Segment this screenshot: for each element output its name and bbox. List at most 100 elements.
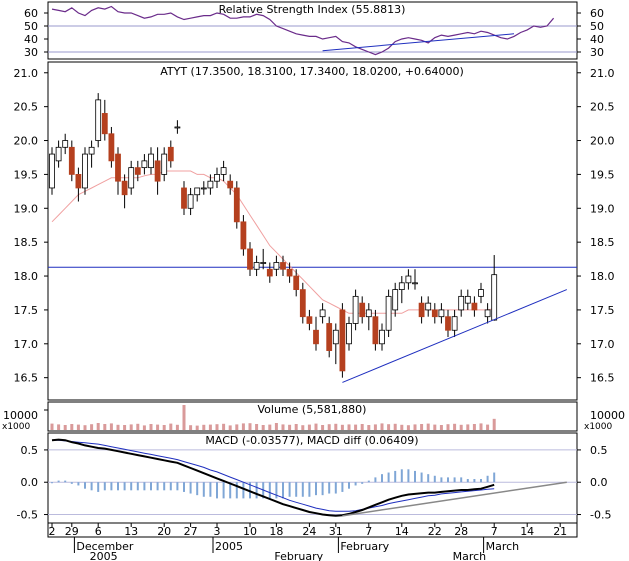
macd-tick-left: 0.5 <box>21 444 39 457</box>
date-tick-label: 6 <box>95 525 102 538</box>
volume-bar <box>406 425 410 430</box>
volume-bar <box>466 424 470 430</box>
macd-histogram-bar <box>117 482 119 491</box>
macd-histogram-bar <box>367 480 370 483</box>
rsi-tick-right: 60 <box>590 7 604 20</box>
sub-month-label: February <box>274 550 323 561</box>
macd-histogram-bar <box>328 482 331 494</box>
macd-tick-right: 0.5 <box>590 444 608 457</box>
candle-body <box>299 289 306 318</box>
candle-body <box>326 323 333 351</box>
candle-body <box>154 160 161 182</box>
volume-bar <box>241 423 245 430</box>
date-tick-label: 31 <box>329 525 343 538</box>
price-title: ATYT (17.3500, 18.3100, 17.3400, 18.0200… <box>160 65 464 78</box>
price-tick-left: 20.0 <box>14 135 39 148</box>
volume-bar <box>340 424 344 430</box>
volume-bar <box>479 423 483 430</box>
volume-bar <box>354 424 358 430</box>
candle-body <box>214 174 220 182</box>
volume-bar <box>413 424 417 430</box>
date-tick-label: 29 <box>65 525 79 538</box>
macd-histogram-bar <box>315 482 317 496</box>
candle-body <box>471 302 478 311</box>
rsi-tick-left: 60 <box>24 7 38 20</box>
volume-bar <box>294 424 298 430</box>
macd-histogram-bar <box>321 482 324 496</box>
volume-bar <box>387 424 391 430</box>
macd-histogram-bar <box>394 470 397 483</box>
candle-body <box>319 309 326 318</box>
volume-bar <box>208 424 212 430</box>
macd-tick-left: -0.5 <box>17 509 38 522</box>
price-tick-right: 19.5 <box>590 168 615 181</box>
candle-body <box>352 295 359 324</box>
rsi-tick-left: 30 <box>24 46 38 59</box>
candle-body <box>134 167 141 175</box>
volume-bar <box>70 424 74 430</box>
volume-tick-right: 10000 <box>590 409 625 422</box>
volume-bar <box>334 423 338 430</box>
date-tick-label: 27 <box>184 525 198 538</box>
macd-histogram-bar <box>473 479 476 483</box>
macd-tick-right: 0.0 <box>590 476 608 489</box>
date-tick-label: 7 <box>491 525 498 538</box>
candle-body <box>273 262 280 270</box>
macd-histogram-bar <box>216 482 218 499</box>
volume-bar <box>90 424 94 430</box>
volume-bar <box>453 423 457 430</box>
date-tick-label: 10 <box>243 525 257 538</box>
candle-body <box>121 180 128 196</box>
volume-bar <box>486 424 490 430</box>
candle-body <box>68 146 75 175</box>
date-tick-label: 14 <box>395 525 409 538</box>
month-label: March <box>486 540 520 553</box>
candle-body <box>484 309 491 318</box>
macd-histogram-bar <box>308 482 311 497</box>
macd-layer: 0.5 0.5 0.0 0.0 -0.5 -0.5 <box>17 438 611 522</box>
date-tick-label: 22 <box>428 525 442 538</box>
macd-histogram-bar <box>202 482 205 497</box>
candle-body <box>313 329 319 345</box>
candle-body <box>339 309 346 372</box>
volume-bar <box>314 423 318 430</box>
macd-histogram-bar <box>143 482 146 491</box>
date-tick-label: 14 <box>520 525 534 538</box>
volume-layer <box>44 405 496 430</box>
volume-bar <box>268 424 272 430</box>
macd-histogram-bar <box>242 482 245 499</box>
candle-body <box>181 187 187 209</box>
volume-bar <box>281 424 285 430</box>
macd-histogram-bar <box>169 482 172 491</box>
macd-histogram-bar <box>70 482 73 484</box>
price-tick-left: 18.0 <box>14 270 39 283</box>
macd-histogram-bar <box>361 482 364 484</box>
candle-body <box>438 309 445 318</box>
candle-body <box>247 248 253 270</box>
candle-body <box>464 295 471 304</box>
volume-bar <box>235 424 239 430</box>
macd-histogram-bar <box>427 474 430 483</box>
macd-histogram-bar <box>136 482 139 491</box>
candle-body <box>359 302 366 318</box>
macd-histogram-bar <box>235 482 238 499</box>
candle-body <box>431 309 438 318</box>
candle-body <box>75 174 82 189</box>
rsi-panel <box>47 1 578 60</box>
volume-bar <box>156 424 160 430</box>
macd-histogram-bar <box>57 480 60 483</box>
candle-body <box>101 113 108 135</box>
volume-bar <box>57 424 61 430</box>
macd-histogram-bar <box>480 479 482 483</box>
macd-histogram-bar <box>229 482 232 499</box>
date-tick-label: 18 <box>269 525 283 538</box>
volume-bar <box>63 425 67 430</box>
volume-unit-left: x1000 <box>2 422 31 432</box>
candle-body <box>478 289 484 297</box>
candle-body <box>332 329 339 345</box>
volume-bar <box>123 425 127 430</box>
price-tick-right: 19.0 <box>590 202 615 215</box>
candle-body <box>82 153 88 189</box>
volume-bar <box>83 425 87 430</box>
